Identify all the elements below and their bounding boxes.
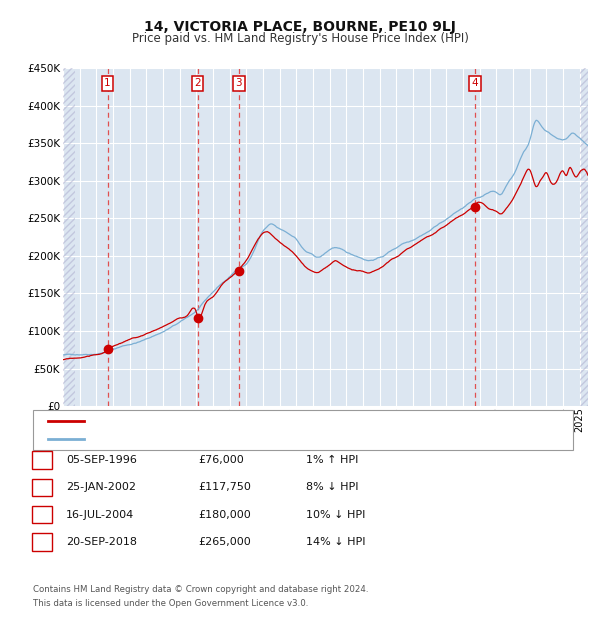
Text: 2: 2: [38, 482, 46, 492]
Text: HPI: Average price, detached house, South Kesteven: HPI: Average price, detached house, Sout…: [91, 433, 365, 443]
Text: 10% ↓ HPI: 10% ↓ HPI: [306, 510, 365, 520]
Text: Contains HM Land Registry data © Crown copyright and database right 2024.: Contains HM Land Registry data © Crown c…: [33, 585, 368, 594]
Text: 25-JAN-2002: 25-JAN-2002: [66, 482, 136, 492]
Text: 20-SEP-2018: 20-SEP-2018: [66, 537, 137, 547]
Text: 1% ↑ HPI: 1% ↑ HPI: [306, 455, 358, 465]
Text: 14% ↓ HPI: 14% ↓ HPI: [306, 537, 365, 547]
Text: 8% ↓ HPI: 8% ↓ HPI: [306, 482, 359, 492]
Text: £265,000: £265,000: [198, 537, 251, 547]
Text: Price paid vs. HM Land Registry's House Price Index (HPI): Price paid vs. HM Land Registry's House …: [131, 32, 469, 45]
Text: 14, VICTORIA PLACE, BOURNE, PE10 9LJ: 14, VICTORIA PLACE, BOURNE, PE10 9LJ: [144, 20, 456, 34]
Text: 4: 4: [38, 537, 46, 547]
Text: 1: 1: [38, 455, 46, 465]
Text: £180,000: £180,000: [198, 510, 251, 520]
Text: 2: 2: [194, 78, 201, 88]
Text: This data is licensed under the Open Government Licence v3.0.: This data is licensed under the Open Gov…: [33, 598, 308, 608]
Text: 05-SEP-1996: 05-SEP-1996: [66, 455, 137, 465]
Text: £76,000: £76,000: [198, 455, 244, 465]
Text: 4: 4: [472, 78, 478, 88]
Text: 14, VICTORIA PLACE, BOURNE, PE10 9LJ (detached house): 14, VICTORIA PLACE, BOURNE, PE10 9LJ (de…: [91, 417, 394, 427]
Text: 3: 3: [38, 510, 46, 520]
Text: £117,750: £117,750: [198, 482, 251, 492]
Text: 1: 1: [104, 78, 111, 88]
Text: 16-JUL-2004: 16-JUL-2004: [66, 510, 134, 520]
Text: 3: 3: [235, 78, 242, 88]
